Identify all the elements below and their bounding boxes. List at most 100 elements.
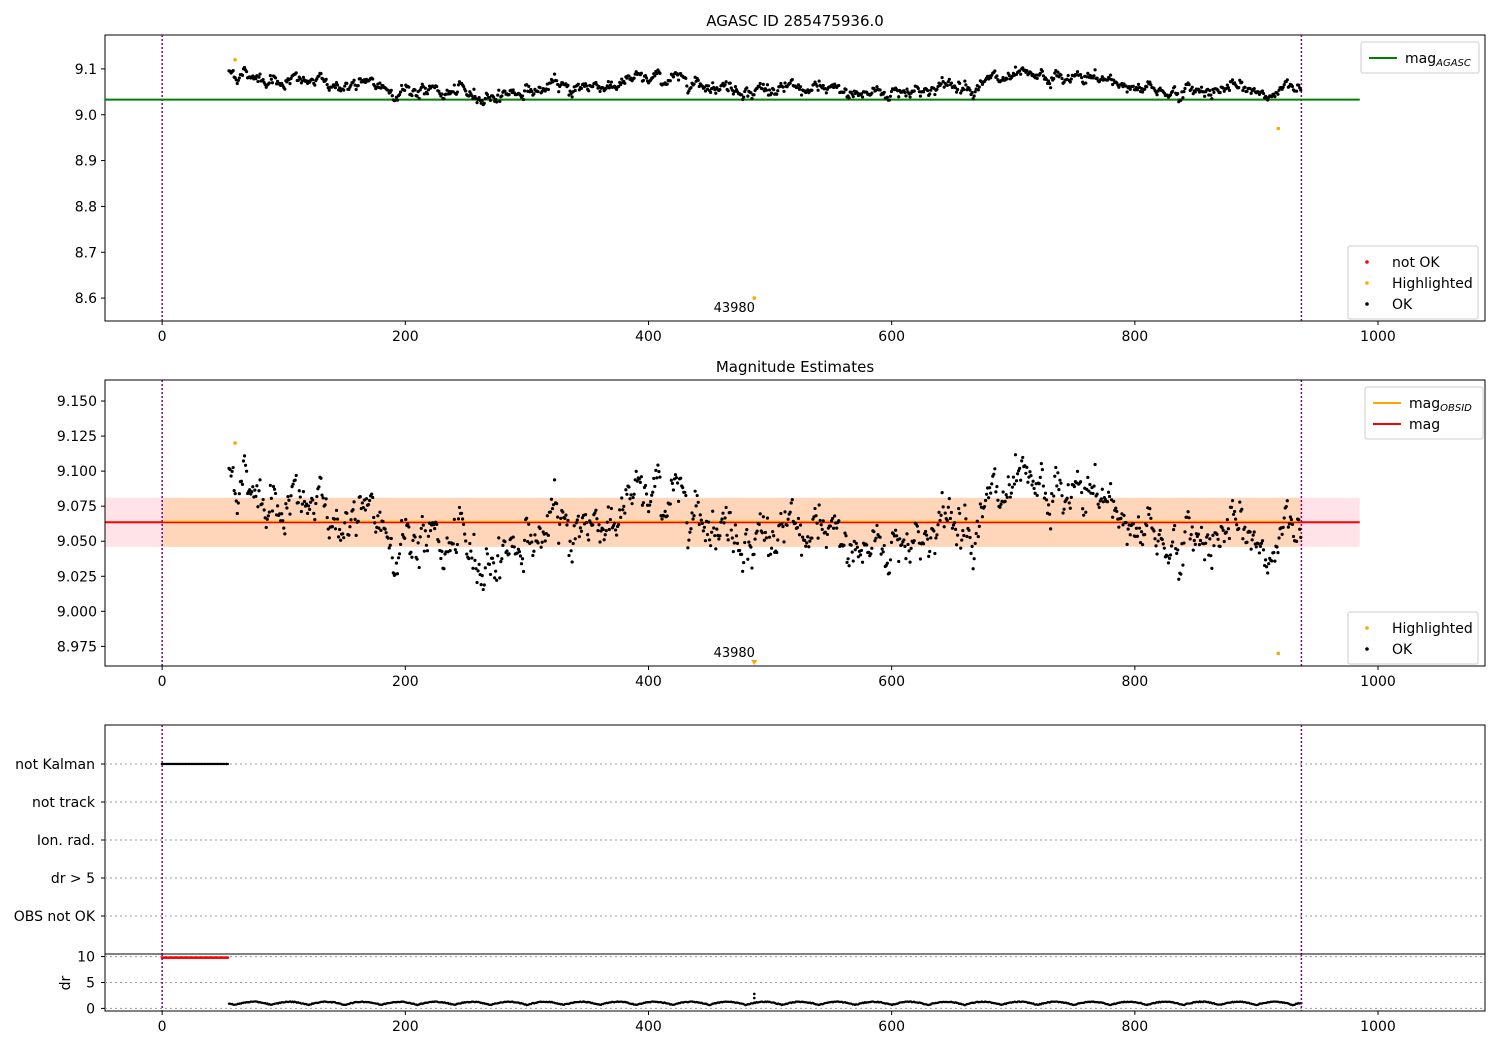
ok-point [696,500,700,504]
ok-point [566,83,570,87]
ok-point [1287,522,1291,526]
ok-point [1237,86,1241,90]
ok-point [302,499,307,504]
y-tick-label: 9.0 [75,108,97,124]
ok-point [844,88,848,92]
ok-point [720,517,724,521]
ok-point [1288,515,1293,519]
ok-point [1048,512,1052,516]
ok-point [1139,530,1144,534]
ok-point [878,535,882,539]
ok-point [845,560,849,565]
ok-point [594,508,598,512]
ok-point [336,535,341,539]
ok-point [493,576,497,580]
ok-point [609,80,614,84]
ok-point [520,94,525,98]
ok-point [692,514,696,518]
ok-point [1141,90,1145,94]
ok-point [313,83,317,87]
ok-point [904,94,908,98]
ok-point [665,514,669,518]
ok-point [555,501,559,506]
ok-point [342,536,346,540]
ok-point [724,505,728,510]
ok-point [327,88,331,92]
ok-point [968,88,972,92]
ok-point [655,476,659,480]
ok-point [1124,84,1128,88]
ok-point [1041,484,1045,488]
ok-point [870,91,874,95]
ok-point [1181,563,1185,567]
ok-point [284,502,288,506]
ok-point [410,555,414,559]
ok-point [1053,71,1057,75]
ok-point [936,523,940,527]
ok-point [771,530,775,534]
ok-point [1286,525,1290,529]
ok-point [976,535,980,539]
ok-point [1196,532,1201,536]
ok-point [521,97,526,102]
ok-point [942,525,946,529]
ok-point [379,528,383,532]
ok-point [976,88,980,92]
ok-point [702,525,707,529]
ok-point [835,526,839,530]
ok-point [354,87,358,92]
x-tick-label: 800 [1121,1019,1148,1035]
ok-point [885,561,889,565]
ok-point [1035,493,1039,498]
ok-point [482,583,486,587]
ok-point [776,538,780,542]
ok-point [512,545,516,549]
ok-point [1168,553,1173,557]
ok-point [1001,75,1005,80]
ok-point [1135,88,1140,92]
ok-point [358,495,362,499]
y-tick-label: 9.025 [57,569,97,585]
ok-point [332,83,337,87]
ok-point [1218,90,1222,95]
ok-point [451,542,455,546]
ok-point [426,534,431,538]
ok-point [608,517,612,522]
ok-point [683,490,687,494]
ok-point [591,85,595,89]
ok-point [1149,83,1153,87]
ok-point [679,476,683,480]
legend-label: Highlighted [1392,621,1473,637]
ok-point [1191,548,1195,552]
ok-point [775,92,779,96]
ok-point [859,548,864,553]
ok-point [422,549,426,553]
ok-point [1245,89,1249,94]
ok-point [440,549,444,553]
ok-point [1173,85,1177,89]
ok-point [870,546,874,550]
ok-point [614,533,619,537]
ok-point [413,88,417,92]
ok-point [1158,528,1162,532]
ok-point [367,498,372,503]
ok-point [873,539,877,543]
ok-point [970,544,974,548]
ok-point [855,545,859,549]
ok-point [400,519,404,523]
ok-point [260,502,264,506]
ok-point [1126,527,1130,531]
ok-point [1193,542,1197,546]
ok-point [967,528,971,532]
ok-point [468,541,472,546]
ok-point [933,92,937,97]
ok-point [273,491,278,496]
ok-point [598,540,602,544]
ok-point [1114,506,1118,510]
ok-point [824,91,828,95]
ok-point [250,490,254,494]
ok-point [637,477,641,481]
ok-point [462,522,466,527]
ok-point [752,93,756,97]
ok-point [769,546,774,550]
